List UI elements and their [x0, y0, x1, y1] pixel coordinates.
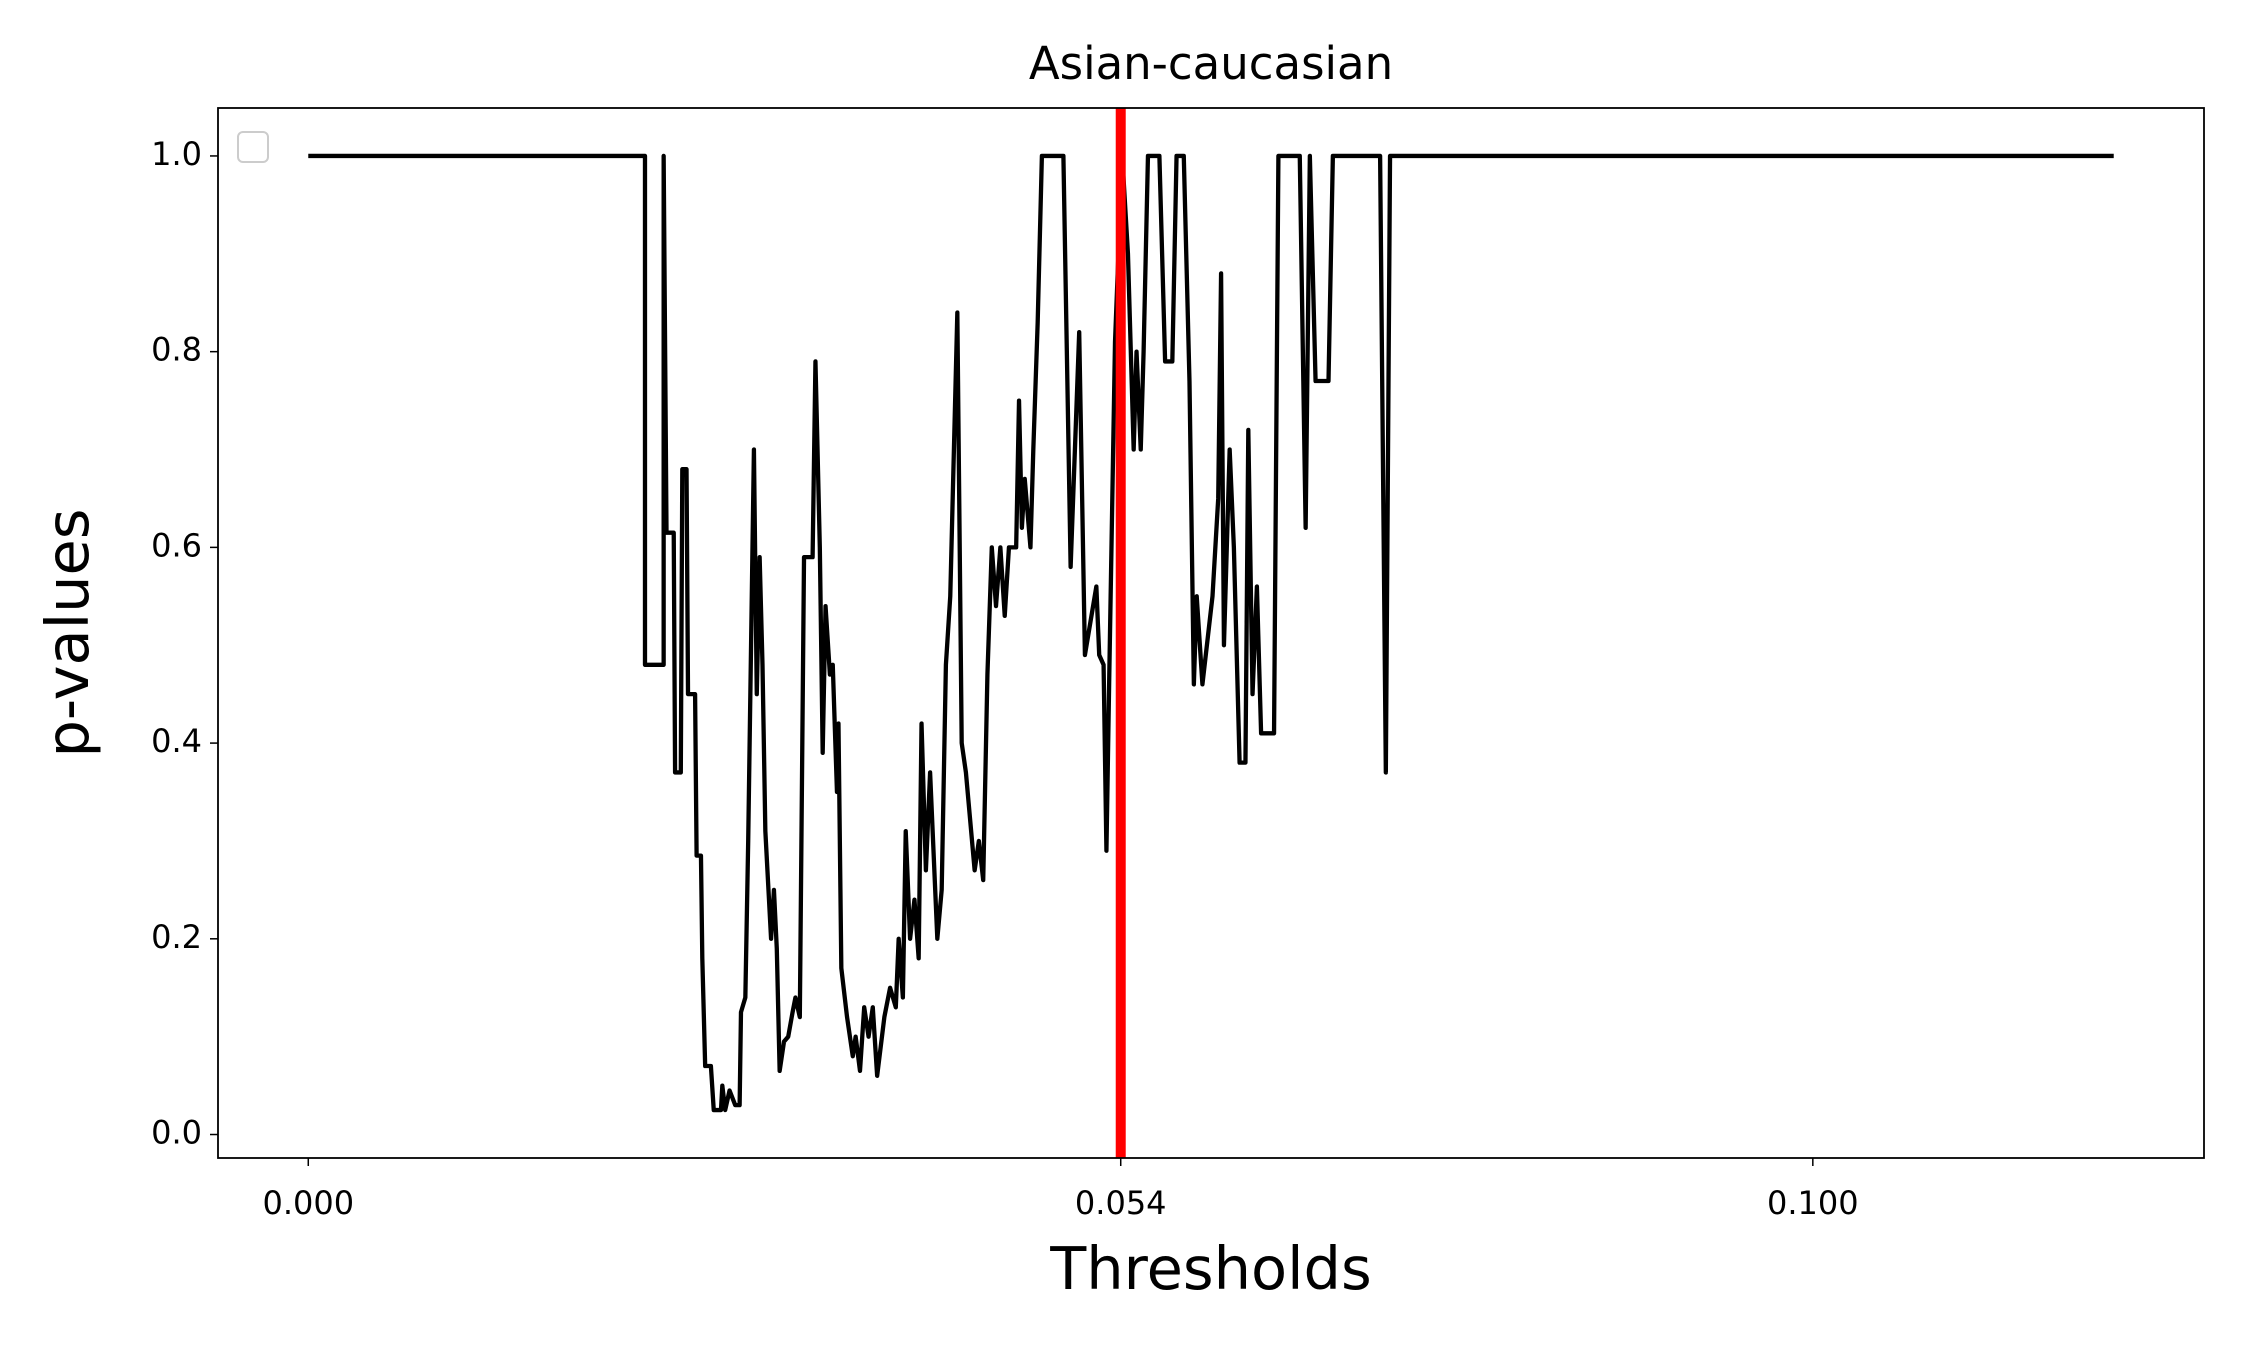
x-tick-label: 0.054: [1075, 1184, 1167, 1222]
x-axis-label: Thresholds: [1049, 1234, 1372, 1303]
x-tick-label: 0.000: [262, 1184, 354, 1222]
legend-box: [237, 131, 269, 163]
y-tick-label: 1.0: [151, 135, 202, 173]
y-tick-label: 0.0: [151, 1114, 202, 1152]
y-tick-label: 0.8: [151, 331, 202, 369]
data-line: [308, 153, 2114, 1113]
y-tick-label: 0.4: [151, 722, 202, 760]
y-tick-label: 0.6: [151, 526, 202, 564]
plot-frame: [217, 107, 2205, 1159]
y-axis-label: p-values: [33, 508, 102, 757]
x-tick-label: 0.100: [1767, 1184, 1859, 1222]
chart-title: Asian-caucasian: [1029, 37, 1393, 90]
y-tick-label: 0.2: [151, 918, 202, 956]
